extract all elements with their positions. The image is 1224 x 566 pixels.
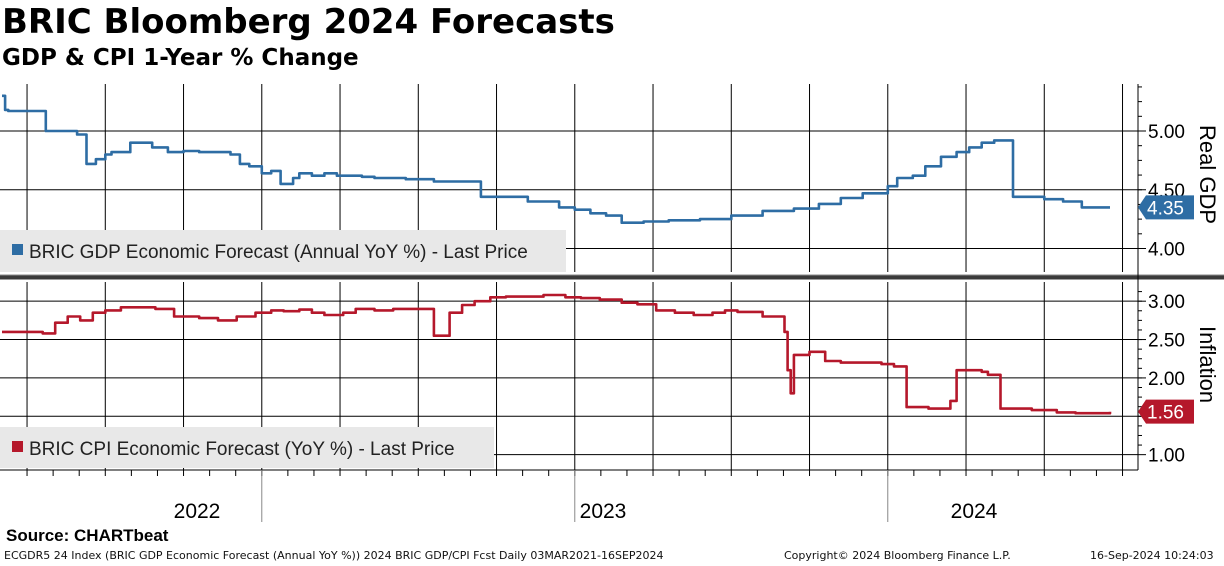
series-lines — [2, 94, 1112, 415]
cpi-y-tick-label: 2.00 — [1148, 369, 1185, 390]
year-label-2024: 2024 — [951, 500, 998, 523]
cpi-legend-background — [0, 427, 494, 468]
gdp-last-value-label: 4.35 — [1147, 198, 1184, 219]
cpi-y-tick-label: 2.50 — [1148, 331, 1185, 352]
cpi-legend-label: BRIC CPI Economic Forecast (YoY %) - Las… — [29, 439, 455, 460]
cpi-last-value-badge — [1138, 399, 1194, 424]
cpi-y-tick-label: 1.00 — [1148, 446, 1185, 467]
year-label-2023: 2023 — [580, 500, 627, 523]
gdp-y-tick-label: 5.00 — [1148, 122, 1185, 143]
cpi-series-line — [2, 293, 1112, 415]
gdp-legend-swatch — [12, 244, 23, 255]
cpi-axis-title: Inflation — [1195, 326, 1220, 403]
gdp-axis-title: Real GDP — [1195, 125, 1220, 224]
footer-timestamp: 16-Sep-2024 10:24:03 — [1090, 549, 1214, 562]
footer-copyright: Copyright© 2024 Bloomberg Finance L.P. — [784, 549, 1011, 562]
last-value-badges: 4.35 1.56 — [1138, 195, 1194, 424]
gdp-legend-label: BRIC GDP Economic Forecast (Annual YoY %… — [29, 242, 528, 263]
x-axis-ticks — [26, 470, 1124, 522]
gdp-series-line — [2, 94, 1110, 224]
footer-index-description: ECGDR5 24 Index (BRIC GDP Economic Forec… — [4, 549, 664, 562]
cpi-y-tick-label: 3.00 — [1148, 292, 1185, 313]
cpi-legend-swatch — [12, 441, 23, 452]
chart-title: BRIC Bloomberg 2024 Forecasts — [2, 2, 615, 42]
source-note: Source: CHARTbeat — [6, 526, 169, 545]
cpi-last-value-label: 1.56 — [1147, 403, 1184, 424]
gdp-last-value-badge — [1138, 195, 1194, 220]
year-label-2022: 2022 — [174, 500, 221, 523]
chart-subtitle: GDP & CPI 1-Year % Change — [2, 45, 359, 71]
gdp-y-tick-label: 4.00 — [1148, 240, 1185, 261]
gdp-legend-background — [0, 230, 566, 272]
